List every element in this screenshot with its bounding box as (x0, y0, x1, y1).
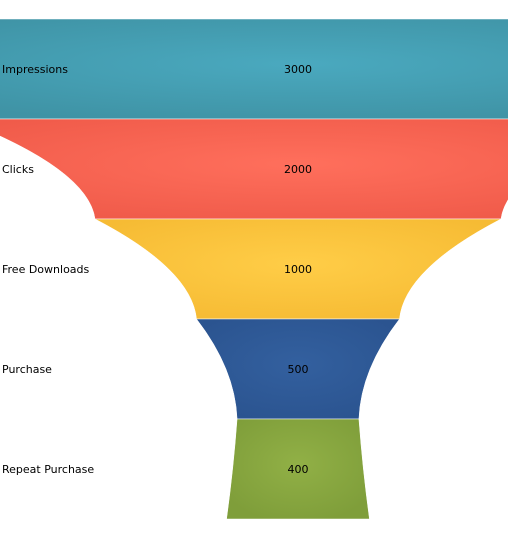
value-label: 3000 (284, 63, 312, 76)
funnel-segment-clicks (0, 118, 508, 220)
funnel-values: 3000 2000 1000 500 400 (284, 63, 312, 476)
funnel-segment-repeat-purchase (226, 418, 370, 520)
funnel-labels: Impressions Clicks Free Downloads Purchase R… (2, 63, 94, 476)
value-label: 2000 (284, 163, 312, 176)
category-label: Clicks (2, 163, 34, 176)
funnel-segment-impressions (0, 18, 508, 120)
funnel-segments (0, 18, 508, 520)
value-label: 400 (288, 463, 309, 476)
category-label: Purchase (2, 363, 52, 376)
category-label: Free Downloads (2, 263, 90, 276)
value-label: 1000 (284, 263, 312, 276)
category-label: Repeat Purchase (2, 463, 94, 476)
category-label: Impressions (2, 63, 68, 76)
value-label: 500 (288, 363, 309, 376)
